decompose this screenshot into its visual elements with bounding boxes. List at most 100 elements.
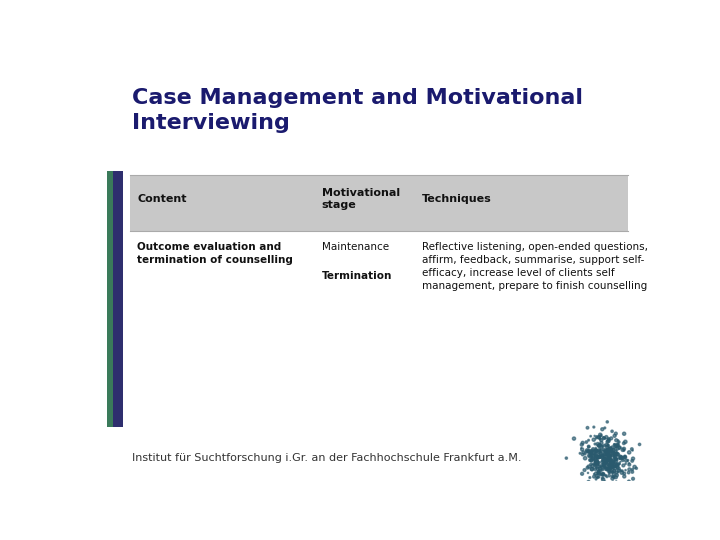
Point [590, 444, 601, 453]
Point [600, 448, 612, 456]
Point [616, 468, 628, 477]
Point [585, 460, 597, 469]
Point [608, 460, 620, 468]
Point [602, 450, 613, 458]
Point [610, 452, 621, 461]
Point [600, 451, 612, 460]
Point [585, 449, 597, 458]
Point [594, 470, 606, 478]
Point [605, 444, 616, 453]
Point [604, 445, 616, 454]
Point [611, 465, 622, 474]
Point [613, 467, 624, 476]
Point [613, 460, 625, 468]
Point [611, 462, 623, 470]
Point [595, 438, 607, 447]
Point [597, 451, 608, 460]
Point [609, 431, 621, 440]
Point [603, 454, 615, 462]
Point [615, 457, 626, 466]
Point [594, 453, 606, 462]
Point [597, 465, 608, 474]
Point [611, 461, 623, 470]
Point [629, 463, 640, 471]
Point [604, 449, 616, 458]
Point [596, 442, 608, 450]
Point [596, 470, 608, 478]
Point [582, 463, 593, 472]
Point [586, 464, 598, 473]
FancyBboxPatch shape [114, 171, 124, 427]
Point [603, 437, 614, 445]
Point [605, 464, 616, 473]
Point [587, 455, 598, 463]
Point [590, 456, 601, 465]
Point [609, 452, 621, 461]
Point [601, 456, 613, 465]
Point [592, 453, 603, 461]
Point [603, 468, 615, 477]
Point [585, 452, 597, 461]
Point [589, 460, 600, 469]
Point [617, 456, 629, 464]
Point [599, 461, 611, 469]
Point [600, 450, 611, 458]
Point [590, 453, 601, 462]
Point [592, 473, 603, 482]
Point [606, 468, 618, 476]
Point [602, 447, 613, 455]
Point [599, 423, 611, 432]
Point [602, 437, 613, 446]
Point [598, 455, 609, 463]
Point [590, 447, 602, 456]
Point [608, 454, 620, 462]
Point [603, 453, 615, 461]
Point [593, 472, 605, 481]
Point [583, 462, 595, 471]
FancyBboxPatch shape [107, 171, 114, 427]
Point [620, 466, 631, 475]
Point [600, 456, 612, 465]
Point [603, 453, 614, 461]
Point [595, 453, 606, 461]
Point [584, 456, 595, 464]
Point [590, 462, 602, 471]
Point [582, 477, 594, 486]
Point [604, 444, 616, 453]
Point [613, 444, 624, 453]
Point [595, 447, 606, 456]
Point [610, 429, 621, 438]
Point [590, 460, 602, 468]
Point [602, 465, 613, 474]
Point [613, 464, 625, 473]
Point [612, 442, 624, 451]
Point [598, 469, 609, 478]
Point [603, 471, 615, 480]
Point [604, 461, 616, 469]
Point [611, 450, 623, 458]
Point [605, 460, 616, 468]
Point [595, 436, 607, 444]
Point [620, 460, 631, 468]
Point [610, 462, 621, 470]
Point [608, 472, 620, 481]
Point [589, 447, 600, 456]
Point [608, 462, 619, 471]
Point [586, 449, 598, 457]
Point [597, 471, 608, 480]
Point [590, 457, 602, 466]
Point [598, 445, 609, 454]
Point [590, 475, 602, 483]
Point [612, 440, 624, 448]
Point [600, 458, 612, 467]
Point [611, 436, 622, 444]
Point [598, 441, 610, 450]
Point [594, 446, 606, 455]
Point [624, 465, 635, 474]
Point [588, 454, 599, 463]
Point [593, 458, 604, 467]
Point [591, 452, 603, 461]
Point [585, 456, 597, 465]
Point [591, 463, 603, 472]
Point [604, 457, 616, 466]
